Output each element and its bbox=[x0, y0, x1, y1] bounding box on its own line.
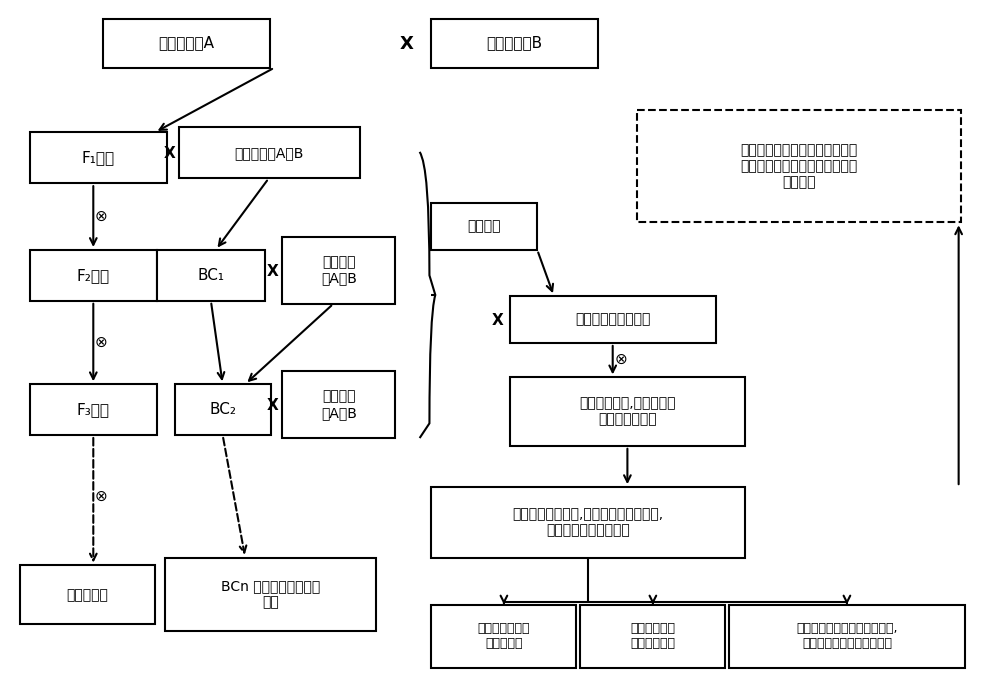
Text: 全不育：测交
父本为保持系: 全不育：测交 父本为保持系 bbox=[630, 622, 675, 650]
Text: ⊗: ⊗ bbox=[614, 352, 627, 367]
FancyBboxPatch shape bbox=[165, 557, 376, 631]
Text: ⊗: ⊗ bbox=[95, 489, 108, 504]
Text: X: X bbox=[267, 264, 279, 279]
Text: 甘蓝型油菜A或B: 甘蓝型油菜A或B bbox=[235, 146, 304, 160]
FancyBboxPatch shape bbox=[431, 605, 576, 668]
FancyBboxPatch shape bbox=[282, 237, 395, 304]
FancyBboxPatch shape bbox=[729, 605, 965, 668]
FancyBboxPatch shape bbox=[510, 378, 745, 446]
Text: BC₂: BC₂ bbox=[209, 402, 236, 417]
Text: 人工授粉: 人工授粉 bbox=[468, 220, 501, 233]
Text: 油菜双单倍体诱导系: 油菜双单倍体诱导系 bbox=[575, 313, 650, 326]
FancyBboxPatch shape bbox=[30, 250, 157, 301]
Text: 甘蓝型油
菜A或B: 甘蓝型油 菜A或B bbox=[321, 255, 357, 285]
FancyBboxPatch shape bbox=[637, 109, 961, 222]
FancyBboxPatch shape bbox=[179, 127, 360, 179]
Text: X: X bbox=[492, 313, 504, 328]
FancyBboxPatch shape bbox=[282, 371, 395, 438]
Text: X: X bbox=[400, 35, 414, 53]
Text: F₃植株: F₃植株 bbox=[77, 402, 110, 417]
FancyBboxPatch shape bbox=[510, 296, 716, 343]
Text: 全可育：测交父
本为恢复系: 全可育：测交父 本为恢复系 bbox=[478, 622, 530, 650]
Text: 稳定株系的产量、品质、抗性、
丰产性测试通过后认定或审定为
常规品种: 稳定株系的产量、品质、抗性、 丰产性测试通过后认定或审定为 常规品种 bbox=[740, 143, 858, 189]
FancyBboxPatch shape bbox=[431, 18, 598, 68]
Text: X: X bbox=[164, 146, 176, 161]
Text: F₂植株: F₂植株 bbox=[77, 268, 110, 283]
FancyBboxPatch shape bbox=[157, 250, 265, 301]
Text: X: X bbox=[267, 398, 279, 413]
FancyBboxPatch shape bbox=[431, 487, 745, 557]
Text: 半不育：测交父本为不挟不保,
淘汰或进行新一轮杂交选育: 半不育：测交父本为不挟不保, 淘汰或进行新一轮杂交选育 bbox=[796, 622, 898, 650]
Text: 诱导后代单株,选择育性正
常、四倍体单株: 诱导后代单株,选择育性正 常、四倍体单株 bbox=[579, 397, 676, 427]
Text: BC₁: BC₁ bbox=[197, 268, 224, 283]
Text: BCn 回交多代，非稳定
品系: BCn 回交多代，非稳定 品系 bbox=[221, 579, 320, 609]
FancyBboxPatch shape bbox=[20, 566, 155, 624]
FancyBboxPatch shape bbox=[175, 384, 271, 435]
Text: 甘蓝型油菜A: 甘蓝型油菜A bbox=[158, 36, 214, 51]
Text: 甘蓝型油菜B: 甘蓝型油菜B bbox=[487, 36, 543, 51]
FancyBboxPatch shape bbox=[30, 384, 157, 435]
Text: ⊗: ⊗ bbox=[95, 334, 108, 350]
Text: 甘蓝型油
菜A或B: 甘蓝型油 菜A或B bbox=[321, 390, 357, 420]
Text: F₁植株: F₁植株 bbox=[82, 150, 115, 166]
Text: ⊗: ⊗ bbox=[95, 209, 108, 224]
Text: 诱导后代单株株系,一致性、稳定性鉴定,
稳定系并与不育系测交: 诱导后代单株株系,一致性、稳定性鉴定, 稳定系并与不育系测交 bbox=[513, 508, 664, 538]
FancyBboxPatch shape bbox=[431, 203, 537, 250]
Text: 非稳定品系: 非稳定品系 bbox=[66, 588, 108, 602]
FancyBboxPatch shape bbox=[30, 132, 167, 183]
FancyBboxPatch shape bbox=[580, 605, 725, 668]
FancyBboxPatch shape bbox=[103, 18, 270, 68]
